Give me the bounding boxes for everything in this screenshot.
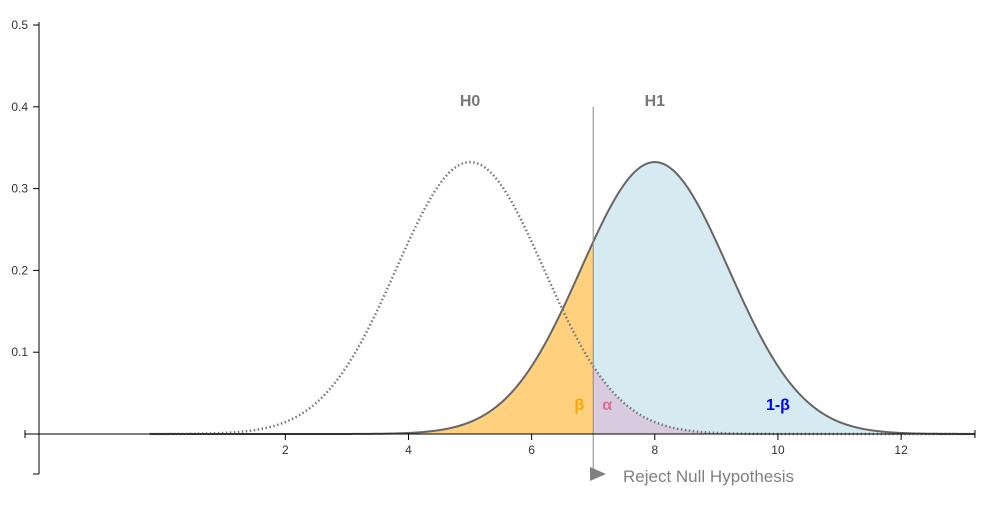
beta-label: β bbox=[574, 397, 584, 414]
beta-region bbox=[149, 241, 594, 434]
x-tick-label: 8 bbox=[651, 443, 658, 457]
x-tick-label: 4 bbox=[405, 443, 412, 457]
y-tick-label: 0.1 bbox=[11, 345, 28, 359]
x-tick-label: 12 bbox=[894, 443, 908, 457]
y-tick-label: 0.5 bbox=[11, 18, 28, 32]
x-tick-label: 2 bbox=[282, 443, 289, 457]
y-tick-label: 0.4 bbox=[11, 100, 28, 114]
reject-annotation: Reject Null Hypothesis bbox=[623, 467, 794, 486]
x-tick-label: 6 bbox=[528, 443, 535, 457]
alpha-region bbox=[593, 366, 975, 434]
chart-labels: H0 H1 β α 1-β Reject Null Hypothesis bbox=[460, 93, 794, 486]
power-region bbox=[593, 162, 975, 435]
x-tick-label: 10 bbox=[771, 443, 785, 457]
alpha-label: α bbox=[602, 397, 612, 414]
reject-arrow-head bbox=[590, 467, 606, 481]
power-label: 1-β bbox=[766, 397, 790, 414]
y-tick-label: 0.2 bbox=[11, 263, 28, 277]
h1-label: H1 bbox=[645, 93, 666, 110]
shaded-regions bbox=[149, 162, 975, 435]
y-tick-label: 0.3 bbox=[11, 182, 28, 196]
axes: 0.1 0.2 0.3 0.4 0.5 2 4 6 8 10 12 bbox=[11, 18, 976, 475]
h0-label: H0 bbox=[460, 93, 481, 110]
